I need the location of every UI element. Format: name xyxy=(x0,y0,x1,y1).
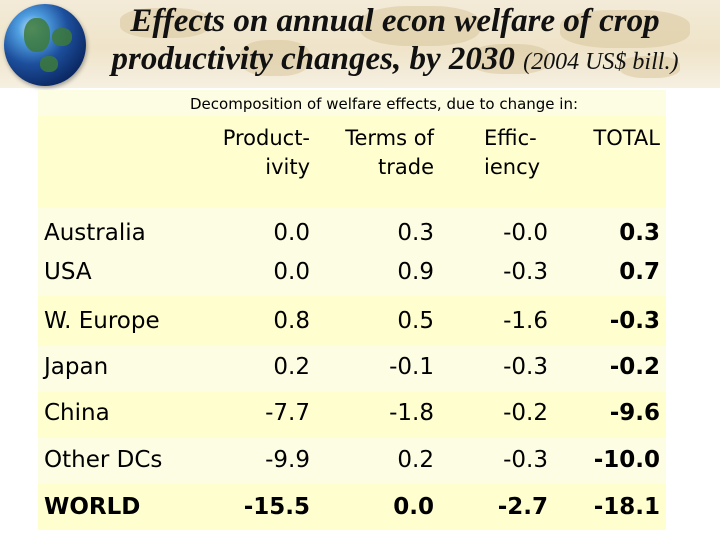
column-header-efficiency-line2: iency xyxy=(484,155,541,179)
row-label-china: China xyxy=(44,400,110,426)
page-title: Effects on annual econ welfare of crop p… xyxy=(70,2,720,81)
cell-usa-total: 0.7 xyxy=(619,259,660,285)
cell-japan-efficiency: -0.3 xyxy=(503,354,548,380)
cell-w-europe-total: -0.3 xyxy=(609,308,660,334)
column-header-productivity-line2: ivity xyxy=(265,155,310,179)
cell-usa-efficiency: -0.3 xyxy=(503,259,548,285)
row-label-japan: Japan xyxy=(44,354,109,380)
title-line-2: productivity changes, by 2030 xyxy=(111,41,515,77)
cell-usa-terms-of-trade: 0.9 xyxy=(397,259,434,285)
cell-other-dcs-terms-of-trade: 0.2 xyxy=(397,447,434,473)
row-label-australia: Australia xyxy=(44,220,146,246)
row-band-other xyxy=(38,438,666,484)
cell-world-terms-of-trade: 0.0 xyxy=(393,494,434,520)
title-unit: (2004 US$ bill.) xyxy=(523,49,679,75)
cell-other-dcs-efficiency: -0.3 xyxy=(503,447,548,473)
cell-china-terms-of-trade: -1.8 xyxy=(389,400,434,426)
row-band-au-usa xyxy=(38,208,666,296)
column-header-efficiency-line1: Effic- xyxy=(484,126,537,150)
cell-w-europe-productivity: 0.8 xyxy=(273,308,310,334)
cell-china-productivity: -7.7 xyxy=(265,400,310,426)
column-header-terms-of-trade-line2: trade xyxy=(378,155,434,179)
row-label-world: WORLD xyxy=(44,494,141,520)
cell-china-total: -9.6 xyxy=(609,400,660,426)
cell-world-efficiency: -2.7 xyxy=(497,494,548,520)
decomposition-label: Decomposition of welfare effects, due to… xyxy=(190,95,579,113)
cell-australia-total: 0.3 xyxy=(619,220,660,246)
column-header-efficiency: Effic- iency xyxy=(440,124,548,182)
column-header-total: TOTAL xyxy=(540,124,660,153)
row-label-w-europe: W. Europe xyxy=(44,308,160,334)
title-banner xyxy=(0,0,720,88)
cell-other-dcs-productivity: -9.9 xyxy=(265,447,310,473)
cell-usa-productivity: 0.0 xyxy=(273,259,310,285)
row-label-other-dcs: Other DCs xyxy=(44,447,163,473)
column-header-terms-of-trade: Terms of trade xyxy=(314,124,434,182)
cell-w-europe-terms-of-trade: 0.5 xyxy=(397,308,434,334)
cell-australia-terms-of-trade: 0.3 xyxy=(397,220,434,246)
decomposition-band xyxy=(38,90,666,116)
cell-w-europe-efficiency: -1.6 xyxy=(503,308,548,334)
cell-world-total: -18.1 xyxy=(593,494,660,520)
cell-japan-productivity: 0.2 xyxy=(273,354,310,380)
cell-australia-productivity: 0.0 xyxy=(273,220,310,246)
cell-other-dcs-total: -10.0 xyxy=(593,447,660,473)
row-band-japan xyxy=(38,346,666,392)
globe-icon xyxy=(4,4,86,86)
cell-china-efficiency: -0.2 xyxy=(503,400,548,426)
column-header-total-line1: TOTAL xyxy=(593,126,660,150)
column-header-productivity-line1: Product- xyxy=(222,126,310,150)
cell-australia-efficiency: -0.0 xyxy=(503,220,548,246)
column-header-terms-of-trade-line1: Terms of xyxy=(345,126,434,150)
cell-japan-total: -0.2 xyxy=(609,354,660,380)
row-label-usa: USA xyxy=(44,259,92,285)
column-header-productivity: Product- ivity xyxy=(190,124,310,182)
title-line-1: Effects on annual econ welfare of crop xyxy=(130,3,660,39)
cell-japan-terms-of-trade: -0.1 xyxy=(389,354,434,380)
cell-world-productivity: -15.5 xyxy=(243,494,310,520)
